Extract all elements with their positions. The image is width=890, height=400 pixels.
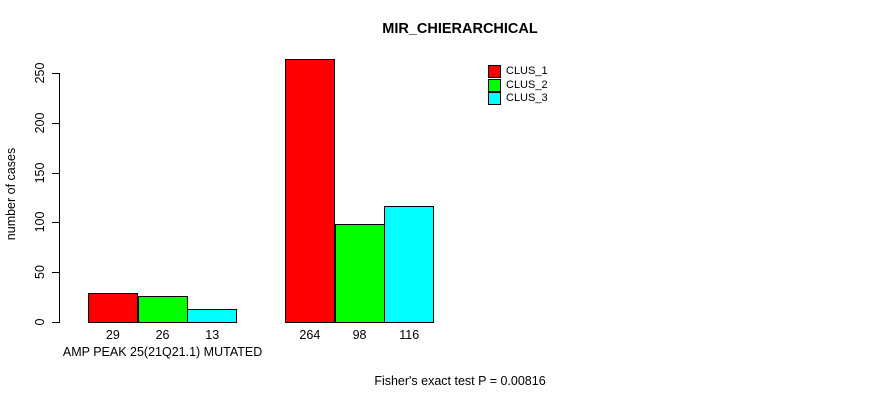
category-label: AMP PEAK 25(21Q21.1) MUTATED	[62, 345, 263, 359]
y-axis-tick	[52, 222, 60, 224]
bar-value-label: 98	[352, 328, 367, 342]
y-axis-tick-label: 100	[33, 211, 47, 233]
bar-value-label: 29	[105, 328, 120, 342]
y-axis-tick-label: 250	[33, 62, 47, 84]
y-axis-tick-label: 150	[33, 162, 47, 184]
y-axis-tick-label: 200	[33, 112, 47, 134]
y-axis-tick	[52, 122, 60, 124]
bar-clus_1-group-1	[285, 59, 335, 323]
y-axis-tick	[52, 272, 60, 274]
legend-label: CLUS_2	[506, 78, 548, 91]
bar-value-label: 26	[155, 328, 170, 342]
legend-swatch-icon	[488, 91, 501, 105]
bar-clus_2-group-0	[137, 296, 188, 323]
legend-item-clus_2: CLUS_2	[488, 78, 548, 92]
legend-label: CLUS_1	[506, 65, 548, 78]
legend-label: CLUS_3	[506, 91, 548, 104]
chart-title: MIR_CHIERARCHICAL	[382, 21, 538, 37]
y-axis-tick-label: 50	[33, 265, 47, 280]
bar-clus_2-group-1	[334, 224, 385, 323]
legend-item-clus_1: CLUS_1	[488, 65, 548, 79]
y-axis-line	[59, 73, 60, 323]
y-axis-tick	[52, 172, 60, 174]
bar-value-label: 116	[399, 328, 420, 342]
legend-swatch-icon	[488, 65, 501, 79]
bar-clus_1-group-0	[88, 293, 138, 323]
bar-clus_3-group-0	[187, 309, 238, 323]
bar-value-label: 264	[299, 328, 321, 342]
legend-item-clus_3: CLUS_3	[488, 91, 548, 105]
legend: CLUS_1 CLUS_2 CLUS_3	[488, 65, 548, 105]
y-axis-tick-label: 0	[33, 318, 47, 326]
legend-swatch-icon	[488, 78, 501, 92]
bar-value-label: 13	[205, 328, 220, 342]
bar-clus_3-group-1	[384, 206, 435, 323]
fisher-test-text: Fisher's exact test P = 0.00816	[374, 374, 546, 388]
y-axis-tick	[52, 322, 60, 323]
y-axis-tick	[52, 73, 60, 74]
